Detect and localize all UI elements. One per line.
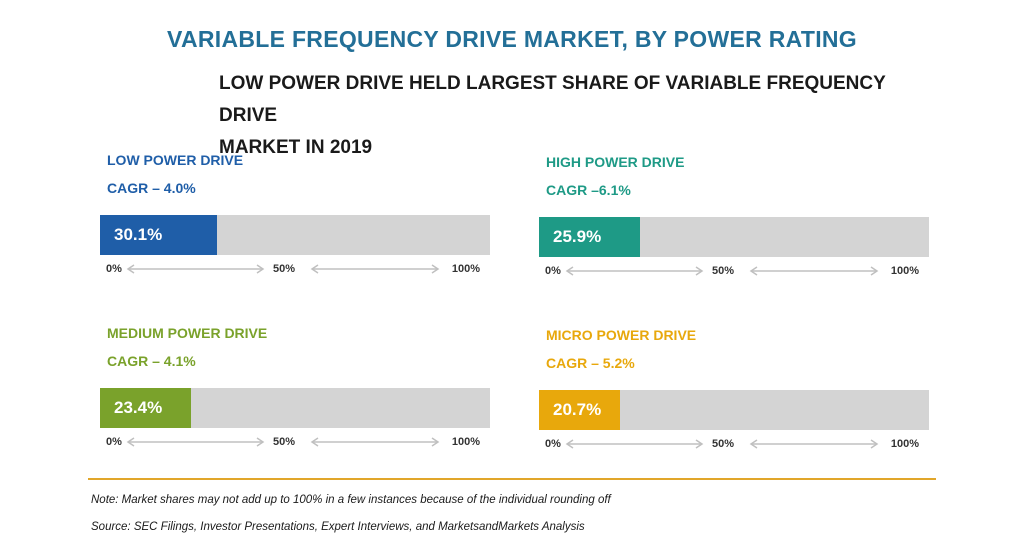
axis-arrow-0-50-head-left (565, 266, 574, 276)
bar-track: 25.9% (539, 217, 929, 257)
axis-arrow-0-50-head-left (126, 264, 135, 274)
axis-arrow-50-100-head-left (749, 439, 758, 449)
tick-label: 0% (106, 263, 122, 275)
axis: 0% 50% 100% (100, 435, 490, 449)
data-label: 25.9% (553, 227, 602, 246)
data-label: 20.7% (553, 400, 602, 419)
cagr-label: CAGR – 4.0% (107, 180, 196, 196)
bar-track: 23.4% (100, 388, 490, 428)
axis-arrow-50-100-head-right (870, 439, 879, 449)
axis-arrows (126, 264, 440, 274)
cagr-label: CAGR –6.1% (546, 182, 631, 198)
axis-arrow-0-50-head-left (565, 439, 574, 449)
axis-arrows (126, 437, 440, 447)
tick-label: 100% (890, 438, 919, 450)
panel-medium-power-drive: MEDIUM POWER DRIVE CAGR – 4.1% 23.4% 0% 50% 1… (100, 325, 490, 450)
axis-arrow-0-50-head-right (695, 266, 704, 276)
axis-arrow-50-100-head-right (431, 264, 440, 274)
axis: 0% 50% 100% (100, 262, 490, 276)
axis-arrow-0-50-head-right (256, 264, 265, 274)
data-label: 30.1% (114, 225, 163, 244)
tick-label: 50% (712, 438, 735, 450)
footnote: Note: Market shares may not add up to 10… (91, 494, 611, 506)
tick-label: 50% (712, 265, 735, 277)
category-label: MEDIUM POWER DRIVE (107, 325, 268, 341)
tick-label: 100% (451, 263, 480, 275)
cagr-label: CAGR – 5.2% (546, 355, 635, 371)
category-label: LOW POWER DRIVE (107, 152, 244, 168)
axis-arrow-50-100-head-right (870, 266, 879, 276)
axis-arrows (565, 266, 879, 276)
footer-divider (88, 478, 936, 480)
axis: 0% 50% 100% (539, 437, 929, 451)
category-label: MICRO POWER DRIVE (546, 327, 697, 343)
axis-arrow-50-100-head-left (310, 264, 319, 274)
panel-low-power-drive: LOW POWER DRIVE CAGR – 4.0% 30.1% 0% 50% 100% (100, 152, 490, 277)
tick-label: 0% (106, 436, 122, 448)
tick-label: 50% (273, 436, 296, 448)
axis-arrow-0-50-head-left (126, 437, 135, 447)
axis-arrow-0-50-head-right (695, 439, 704, 449)
bar-high-power-drive (539, 217, 640, 257)
subtitle-line-2: MARKET IN 2019 (219, 137, 373, 158)
tick-label: 0% (545, 265, 561, 277)
panel-micro-power-drive: MICRO POWER DRIVE CAGR – 5.2% 20.7% 0% 50% 10… (539, 327, 929, 452)
category-label: HIGH POWER DRIVE (546, 154, 685, 170)
axis-arrow-50-100-head-right (431, 437, 440, 447)
axis-arrow-50-100-head-left (749, 266, 758, 276)
tick-label: 50% (273, 263, 296, 275)
chart-title: VARIABLE FREQUENCY DRIVE MARKET, BY POWE… (167, 26, 857, 52)
tick-label: 100% (451, 436, 480, 448)
bar-low-power-drive (100, 215, 218, 255)
axis-arrow-0-50-head-right (256, 437, 265, 447)
tick-label: 0% (545, 438, 561, 450)
chart-subtitle: LOW POWER DRIVE HELD LARGEST SHARE OF VA… (219, 68, 919, 164)
panel-high-power-drive: HIGH POWER DRIVE CAGR –6.1% 25.9% 0% 50% 100% (539, 154, 929, 279)
axis-arrow-50-100-head-left (310, 437, 319, 447)
source-note: Source: SEC Filings, Investor Presentati… (91, 521, 585, 533)
bar-medium-power-drive (100, 388, 192, 428)
data-label: 23.4% (114, 398, 163, 417)
axis-arrows (565, 439, 879, 449)
bar-track: 20.7% (539, 390, 929, 430)
bar-track: 30.1% (100, 215, 490, 255)
cagr-label: CAGR – 4.1% (107, 353, 196, 369)
axis: 0% 50% 100% (539, 264, 929, 278)
bar-micro-power-drive (539, 390, 620, 430)
subtitle-line-1: LOW POWER DRIVE HELD LARGEST SHARE OF VA… (219, 73, 886, 126)
tick-label: 100% (890, 265, 919, 277)
